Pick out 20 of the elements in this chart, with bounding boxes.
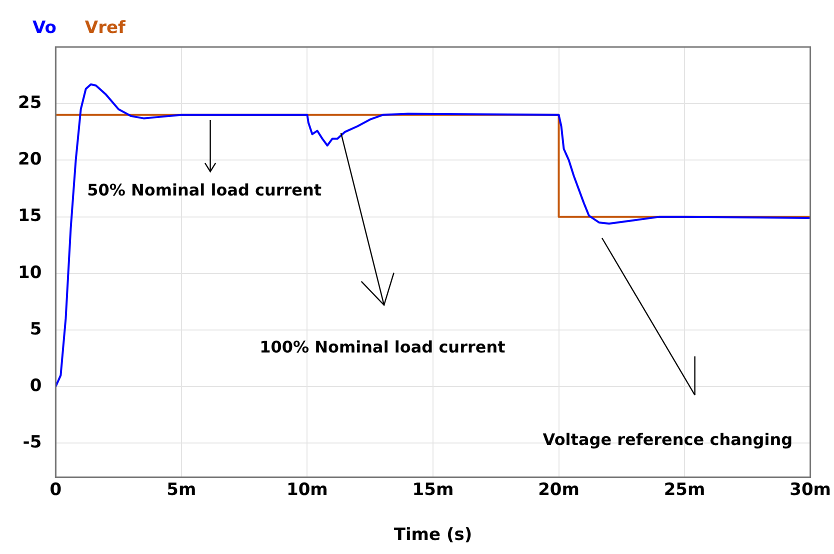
text: Vo [32, 18, 56, 38]
x-tick-label: 10m [286, 480, 328, 500]
x-tick-label: 20m [538, 480, 580, 500]
y-tick-label: 0 [30, 376, 42, 396]
y-tick-label: 25 [18, 93, 42, 114]
x-tick-label: 5m [166, 480, 196, 500]
x-tick-label: 0 [50, 480, 62, 500]
y-tick-label: 15 [18, 206, 42, 226]
x-axis-title: Time (s) [394, 525, 472, 546]
annotation: 100% Nominal load current [260, 337, 506, 356]
y-tick-label: -5 [22, 432, 42, 453]
annotation: Voltage reference changing [542, 430, 793, 449]
x-tick-label: 25m [664, 480, 706, 500]
x-tick-label: 30m [790, 480, 831, 500]
y-tick-label: 5 [30, 319, 42, 340]
y-tick-label: 10 [18, 262, 42, 283]
annotation: 50% Nominal load current [87, 180, 322, 200]
y-tick-label: 20 [18, 150, 42, 170]
text: Vref [84, 18, 126, 38]
x-tick-label: 15m [412, 480, 454, 500]
